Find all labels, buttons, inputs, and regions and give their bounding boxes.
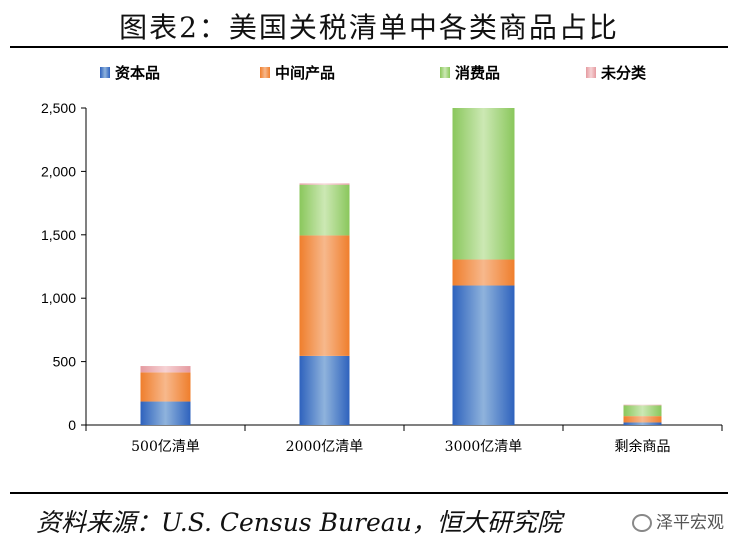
bar-segment bbox=[623, 405, 662, 417]
bar-segment bbox=[452, 108, 515, 260]
legend-swatch bbox=[260, 67, 270, 78]
bottom-rule bbox=[10, 492, 728, 494]
bar-segment bbox=[452, 259, 515, 286]
bar-segment bbox=[299, 235, 350, 356]
y-tick-label: 1,000 bbox=[41, 290, 76, 306]
x-tick-label: 500亿清单 bbox=[131, 439, 200, 455]
legend-label: 中间产品 bbox=[275, 64, 335, 82]
legend-label: 资本品 bbox=[115, 64, 160, 82]
y-tick-label: 2,000 bbox=[41, 163, 76, 179]
top-rule bbox=[10, 46, 728, 48]
watermark-text: 泽平宏观 bbox=[656, 513, 724, 533]
bar-segment bbox=[140, 366, 191, 373]
legend-label: 未分类 bbox=[600, 64, 647, 82]
source-note: 资料来源：U.S. Census Bureau，恒大研究院 bbox=[36, 508, 562, 537]
bar-segment bbox=[140, 372, 191, 402]
bars bbox=[140, 108, 662, 425]
chart-title: 图表2：美国关税清单中各类商品占比 bbox=[119, 11, 619, 44]
y-tick-label: 0 bbox=[68, 417, 76, 433]
bar-segment bbox=[452, 285, 515, 425]
bar-segment bbox=[299, 355, 350, 425]
y-tick-label: 1,500 bbox=[41, 227, 76, 243]
bar-segment bbox=[623, 422, 662, 425]
legend-swatch bbox=[586, 67, 596, 78]
bar-segment bbox=[299, 183, 350, 185]
legend-swatch bbox=[440, 67, 450, 78]
y-tick-label: 500 bbox=[53, 354, 77, 370]
y-tick-label: 2,500 bbox=[41, 100, 76, 116]
watermark: 泽平宏观 bbox=[632, 508, 724, 533]
x-tick-label: 2000亿清单 bbox=[286, 439, 364, 455]
bar-segment bbox=[623, 416, 662, 423]
legend-swatch bbox=[100, 67, 110, 78]
legend: 资本品 中间产品 消费品 未分类 bbox=[100, 64, 647, 82]
stacked-bar-chart: 资本品 中间产品 消费品 未分类 0 500 1,000 1,500 2,000 2,500 50… bbox=[41, 64, 723, 455]
legend-label: 消费品 bbox=[455, 64, 500, 82]
x-tick-label: 剩余商品 bbox=[615, 438, 671, 455]
axes: 0 500 1,000 1,500 2,000 2,500 500亿清单 2000亿清单 300… bbox=[41, 100, 723, 455]
bar-segment bbox=[299, 184, 350, 236]
x-tick-label: 3000亿清单 bbox=[445, 439, 523, 455]
bar-segment bbox=[623, 404, 662, 406]
bar-segment bbox=[140, 401, 191, 425]
chat-bubble-icon bbox=[632, 514, 652, 532]
